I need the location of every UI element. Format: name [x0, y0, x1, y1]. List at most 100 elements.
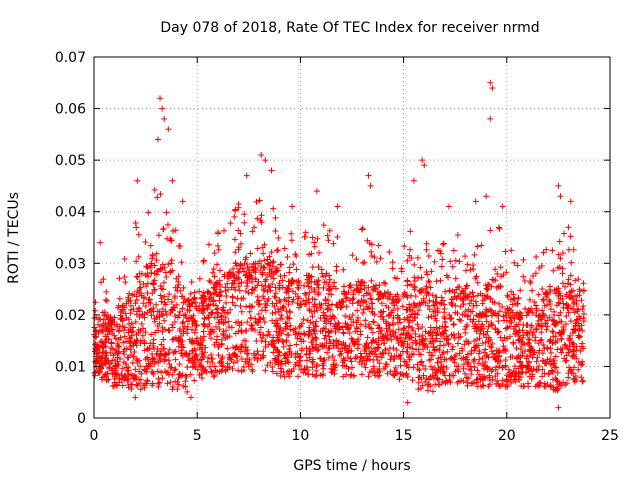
data-point — [406, 353, 413, 360]
data-point — [308, 308, 315, 315]
data-point — [159, 306, 166, 313]
data-point — [572, 277, 579, 284]
data-point — [199, 354, 206, 361]
data-point — [420, 295, 427, 302]
data-point — [565, 309, 572, 316]
data-point — [210, 266, 217, 273]
data-point — [163, 273, 170, 280]
data-point — [137, 376, 144, 383]
data-point — [379, 333, 386, 340]
data-point — [298, 301, 305, 308]
data-point — [300, 338, 307, 345]
data-point — [346, 330, 353, 337]
data-point — [328, 315, 335, 322]
data-point — [103, 324, 110, 331]
data-point — [211, 363, 218, 370]
data-point — [550, 386, 557, 393]
data-point — [449, 263, 456, 270]
data-point — [548, 349, 555, 356]
data-point — [469, 308, 476, 315]
data-point — [559, 250, 566, 257]
data-point — [329, 353, 336, 360]
data-point — [286, 373, 293, 380]
data-point — [544, 302, 551, 309]
data-point — [109, 345, 116, 352]
data-point — [155, 327, 162, 334]
data-point — [348, 371, 355, 378]
data-point — [133, 224, 140, 231]
data-point — [216, 283, 223, 290]
data-point — [340, 330, 347, 337]
data-point — [158, 341, 165, 348]
data-point — [573, 320, 580, 327]
data-point — [474, 367, 481, 374]
data-point — [470, 265, 477, 272]
data-point — [161, 317, 168, 324]
data-point — [244, 319, 251, 326]
data-point — [269, 310, 276, 317]
data-point — [514, 262, 521, 269]
data-point — [442, 315, 449, 322]
data-point — [222, 284, 229, 291]
data-point — [243, 327, 250, 334]
data-point — [124, 377, 131, 384]
data-point — [265, 328, 272, 335]
data-point — [115, 342, 122, 349]
data-point — [431, 326, 438, 333]
data-point — [414, 361, 421, 368]
data-point — [267, 287, 274, 294]
data-point — [416, 367, 423, 374]
data-point — [172, 356, 179, 363]
data-point — [180, 344, 187, 351]
data-point — [224, 364, 231, 371]
data-point — [517, 310, 524, 317]
data-point — [180, 299, 187, 306]
data-point — [367, 291, 374, 298]
data-point — [445, 274, 452, 281]
data-point — [275, 308, 282, 315]
data-point — [277, 372, 284, 379]
data-point — [397, 319, 404, 326]
data-point — [211, 250, 218, 257]
data-point — [562, 321, 569, 328]
data-point — [150, 279, 157, 286]
data-point — [320, 222, 327, 229]
data-point — [380, 308, 387, 315]
data-point — [376, 360, 383, 367]
data-point — [222, 314, 229, 321]
data-point — [361, 355, 368, 362]
data-point — [349, 252, 356, 259]
data-point — [105, 336, 112, 343]
data-point — [423, 375, 430, 382]
data-point — [475, 342, 482, 349]
data-point — [103, 352, 110, 359]
data-point — [141, 347, 148, 354]
data-point — [312, 334, 319, 341]
data-point — [323, 270, 330, 277]
data-point — [444, 348, 451, 355]
data-point — [343, 371, 350, 378]
data-point — [452, 302, 459, 309]
data-point — [305, 332, 312, 339]
data-point — [253, 337, 260, 344]
data-point — [95, 321, 102, 328]
data-point — [320, 357, 327, 364]
data-point — [565, 303, 572, 310]
data-point — [271, 355, 278, 362]
data-point — [538, 336, 545, 343]
data-point — [207, 290, 214, 297]
ticks-layer: 00.010.020.030.040.050.060.070 5 10 15 20 25 — [55, 50, 619, 444]
data-point — [193, 352, 200, 359]
data-point — [375, 322, 382, 329]
data-point — [539, 307, 546, 314]
data-point — [92, 345, 99, 352]
data-point — [529, 287, 536, 294]
data-point — [555, 251, 562, 258]
data-point — [180, 319, 187, 326]
x-tick-label: 10 — [291, 428, 309, 444]
data-point — [468, 350, 475, 357]
data-point — [140, 325, 147, 332]
data-point — [162, 350, 169, 357]
data-point — [580, 287, 587, 294]
data-point — [565, 364, 572, 371]
